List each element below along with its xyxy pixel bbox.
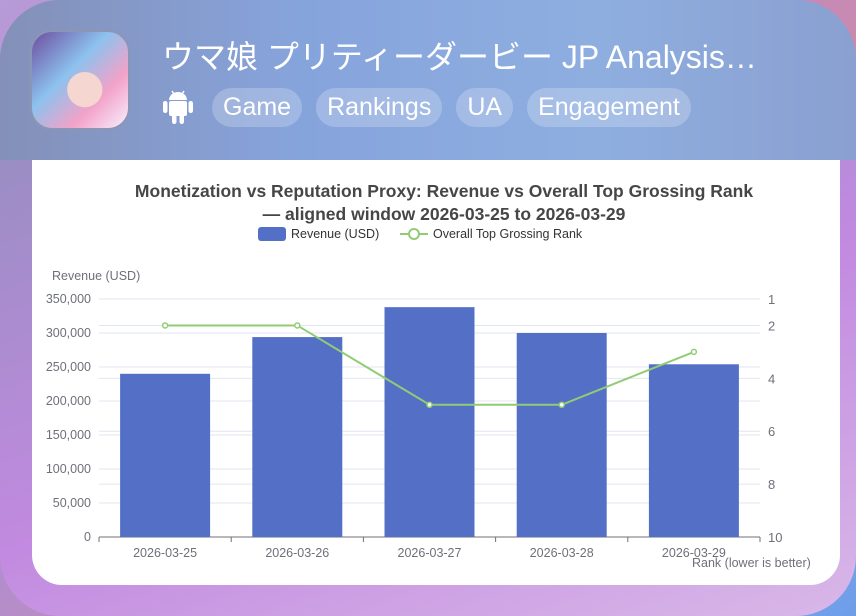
y2-axis-title: Rank (lower is better)	[692, 556, 811, 570]
y2-tick-label: 4	[768, 371, 775, 386]
revenue-bar	[648, 364, 739, 537]
revenue-bar	[516, 333, 607, 537]
rank-point	[690, 348, 698, 356]
app-header: ウマ娘 プリティーダービー JP Analysis… Game Rankings…	[0, 0, 856, 160]
y-tick-label: 0	[84, 530, 91, 544]
y-axis-title: Revenue (USD)	[52, 269, 140, 283]
legend-rank-label[interactable]: Overall Top Grossing Rank	[433, 227, 583, 241]
x-tick-label: 2026-03-27	[398, 546, 462, 560]
y-tick-label: 200,000	[46, 394, 91, 408]
y-tick-label: 100,000	[46, 462, 91, 476]
tag-game[interactable]: Game	[212, 88, 303, 127]
tag-ua[interactable]: UA	[456, 88, 514, 127]
chart: Monetization vs Reputation Proxy: Revenu…	[46, 181, 811, 570]
x-tick-label: 2026-03-25	[133, 546, 197, 560]
legend: Revenue (USD) Overall Top Grossing Rank	[258, 227, 583, 241]
y2-tick-label: 2	[768, 318, 775, 333]
y2-tick-label: 8	[768, 477, 775, 492]
revenue-bar	[120, 373, 211, 537]
y-tick-label: 150,000	[46, 428, 91, 442]
rank-point	[294, 322, 301, 329]
y2-tick-label: 6	[768, 424, 775, 439]
android-icon	[163, 90, 193, 124]
app-icon	[30, 30, 130, 130]
chart-title: Monetization vs Reputation Proxy: Revenu…	[135, 181, 753, 201]
y2-tick-label: 1	[768, 292, 775, 307]
y2-tick-label: 10	[768, 530, 782, 545]
legend-revenue-label[interactable]: Revenue (USD)	[291, 227, 379, 241]
rank-point	[426, 401, 433, 409]
chart-card: Monetization vs Reputation Proxy: Revenu…	[32, 160, 840, 585]
chart-subtitle: — aligned window 2026-03-25 to 2026-03-2…	[263, 204, 626, 224]
tag-rankings[interactable]: Rankings	[316, 88, 443, 127]
x-tick-label: 2026-03-26	[265, 546, 329, 560]
legend-rank-marker[interactable]	[408, 228, 420, 240]
y-tick-label: 350,000	[46, 292, 91, 306]
rank-point	[161, 322, 169, 329]
y-tick-label: 50,000	[53, 496, 91, 510]
tag-engagement[interactable]: Engagement	[527, 88, 691, 127]
x-tick-label: 2026-03-29	[662, 546, 726, 560]
y-tick-label: 300,000	[46, 326, 91, 340]
rank-point	[558, 401, 565, 409]
revenue-bar	[384, 307, 475, 537]
x-tick-label: 2026-03-28	[530, 546, 594, 560]
tag-list: Game Rankings UA Engagement	[212, 88, 691, 127]
revenue-bar	[252, 337, 343, 537]
app-title: ウマ娘 プリティーダービー JP Analysis…	[162, 39, 757, 75]
legend-revenue-swatch[interactable]	[258, 227, 286, 241]
y-tick-label: 250,000	[46, 360, 91, 374]
